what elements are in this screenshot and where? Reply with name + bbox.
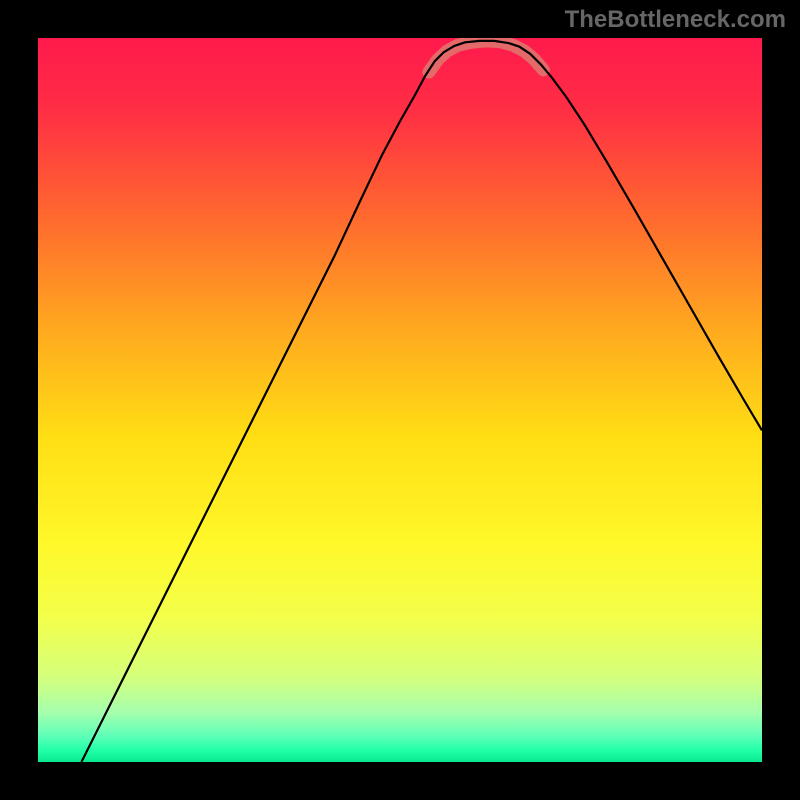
chart-container: TheBottleneck.com [0, 0, 800, 800]
plot-area [38, 38, 762, 762]
chart-svg [38, 38, 762, 762]
gradient-background [38, 38, 762, 762]
watermark-text: TheBottleneck.com [565, 6, 786, 34]
